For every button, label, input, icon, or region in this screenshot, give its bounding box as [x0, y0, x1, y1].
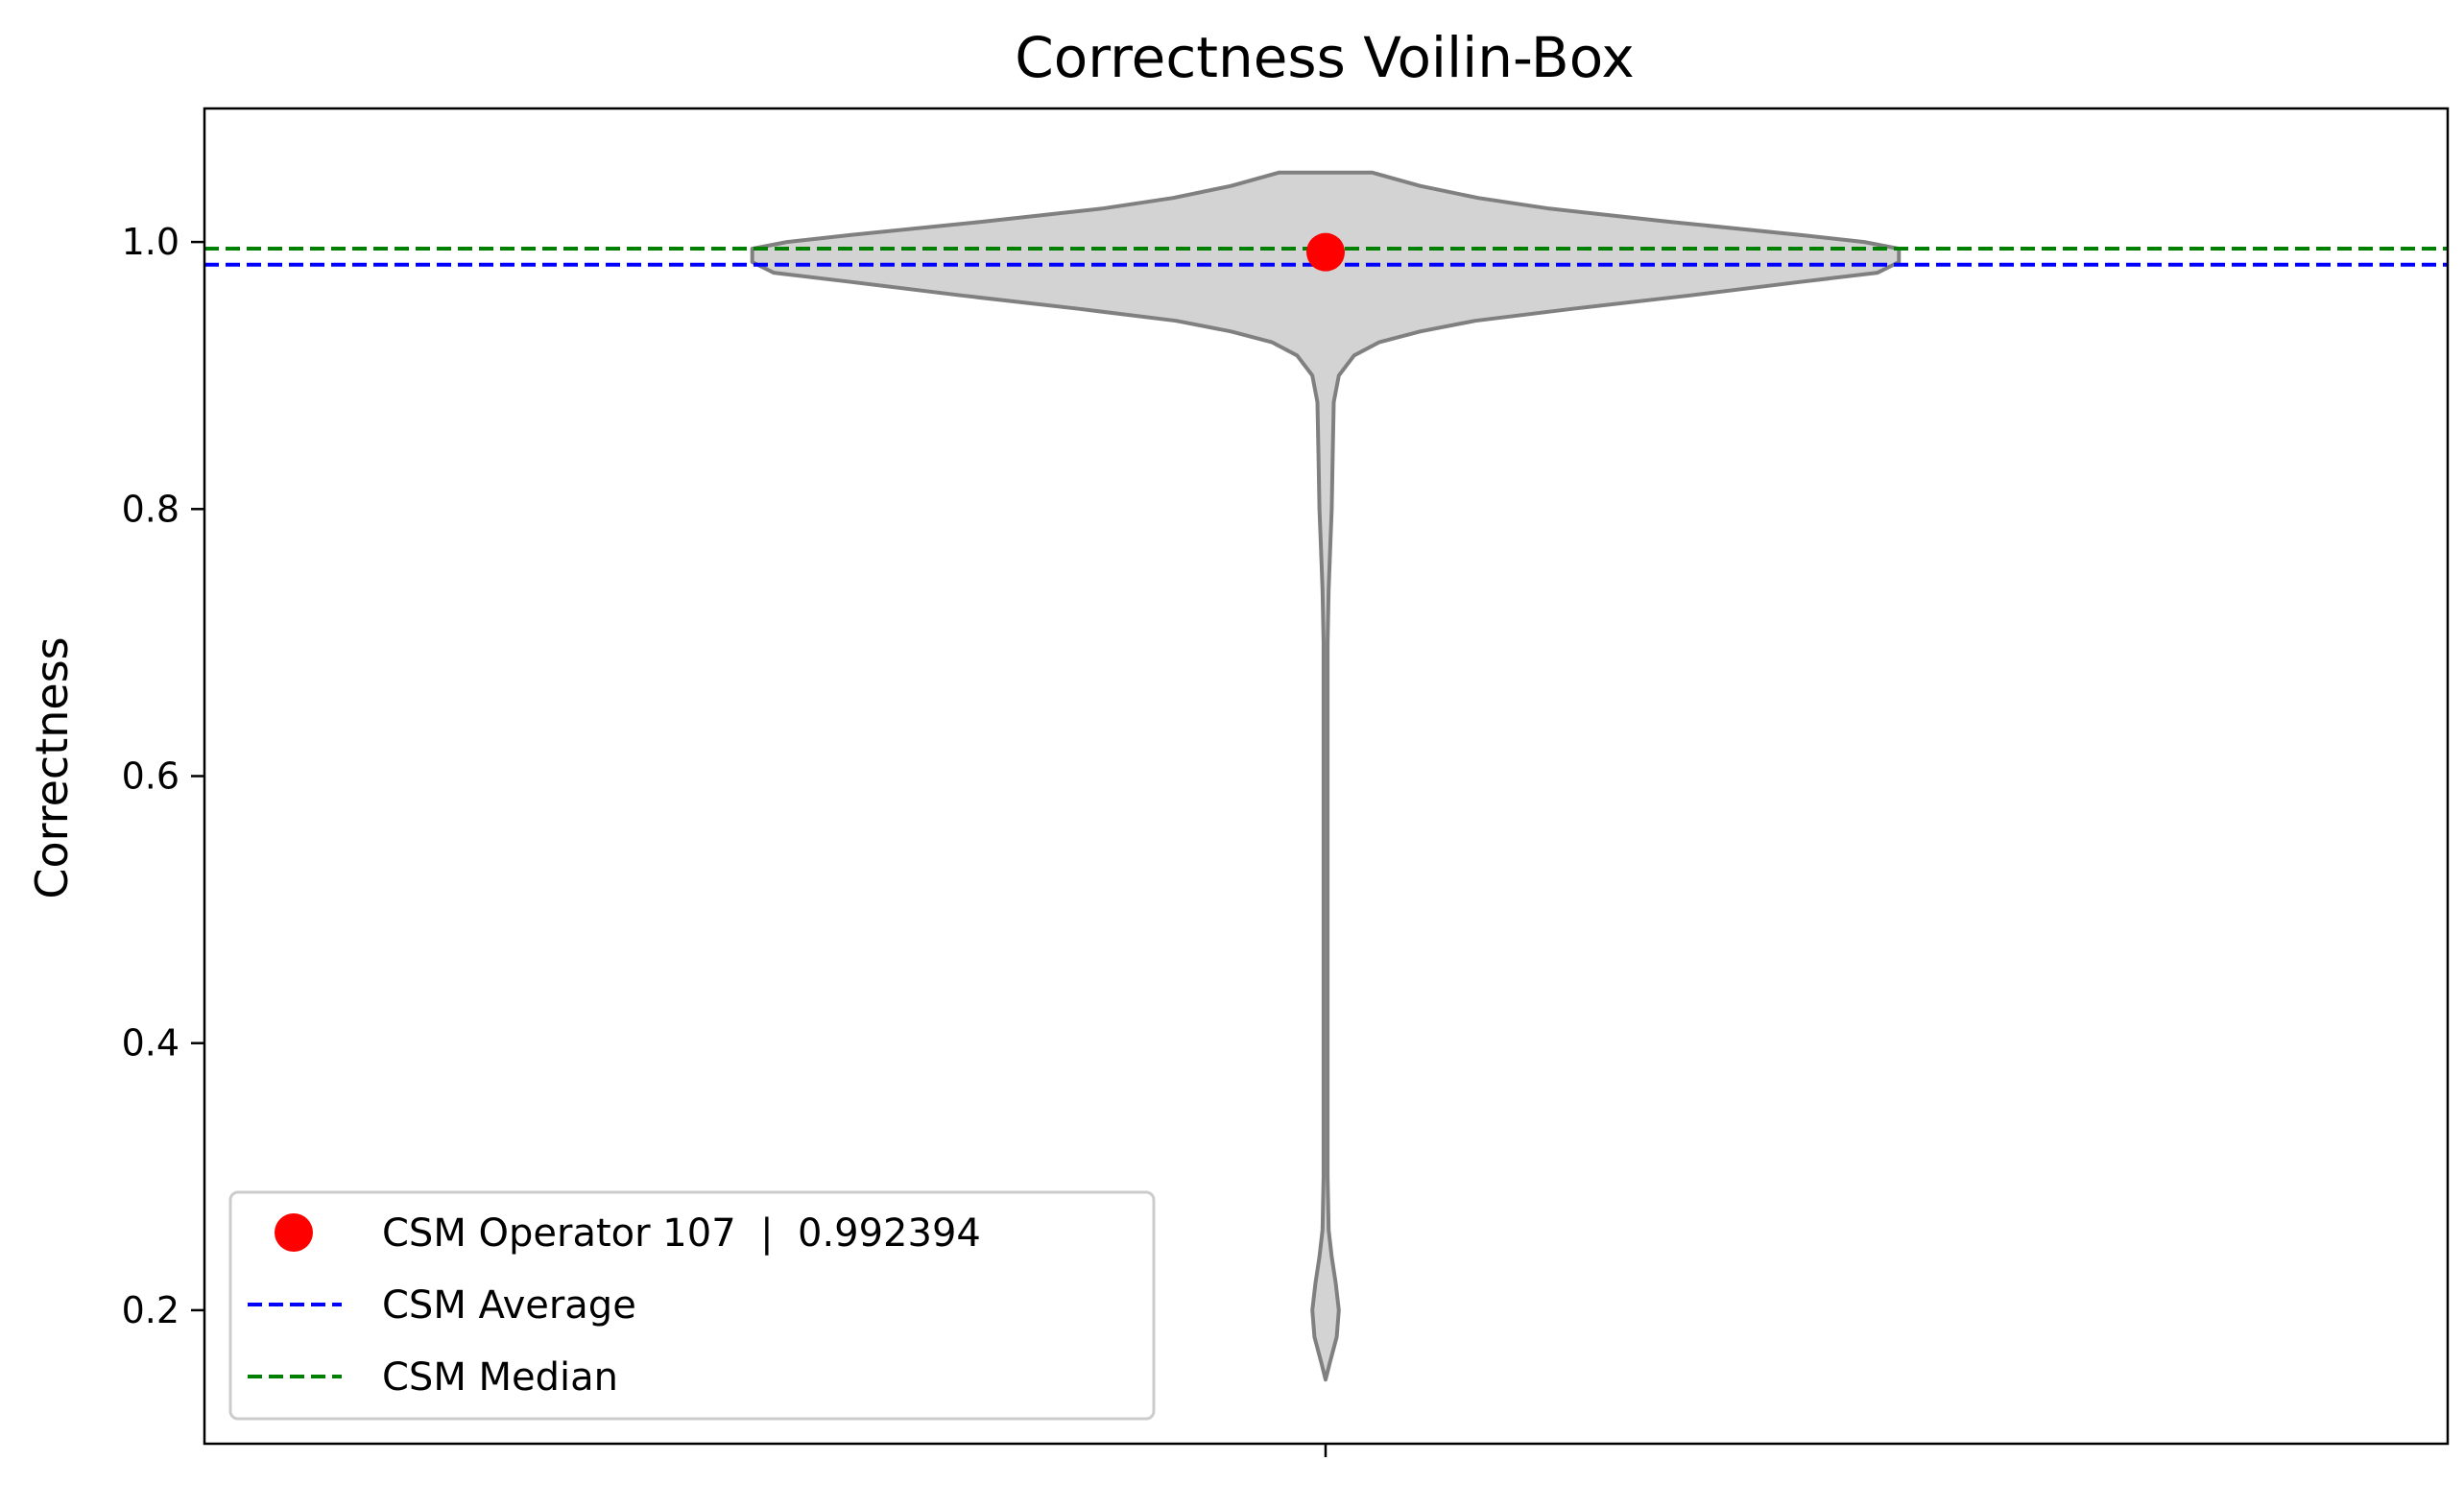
legend-box: [228, 1190, 1156, 1421]
y-tick-label: 0.2: [122, 1289, 179, 1331]
y-tick-label: 0.4: [122, 1022, 179, 1065]
y-tick-label: 1.0: [122, 221, 179, 263]
plot-area: [204, 170, 2448, 1382]
y-axis: 0.2 0.4 0.6 0.8 1.0: [122, 221, 204, 1331]
operator-point: [1306, 232, 1345, 272]
legend: CSM Operator 107 | 0.992394 CSM Average CS…: [228, 1190, 1156, 1421]
legend-marker-point: [275, 1213, 313, 1252]
legend-label: CSM Median: [382, 1355, 618, 1400]
violin-body: [750, 170, 1902, 1382]
y-axis-label: Correctness: [26, 636, 78, 898]
y-tick-label: 0.6: [122, 755, 179, 798]
chart-title: Correctness Voilin-Box: [1015, 25, 1634, 90]
legend-label: CSM Operator 107 | 0.992394: [382, 1211, 981, 1256]
y-tick-label: 0.8: [122, 488, 179, 530]
legend-label: CSM Average: [382, 1283, 636, 1328]
